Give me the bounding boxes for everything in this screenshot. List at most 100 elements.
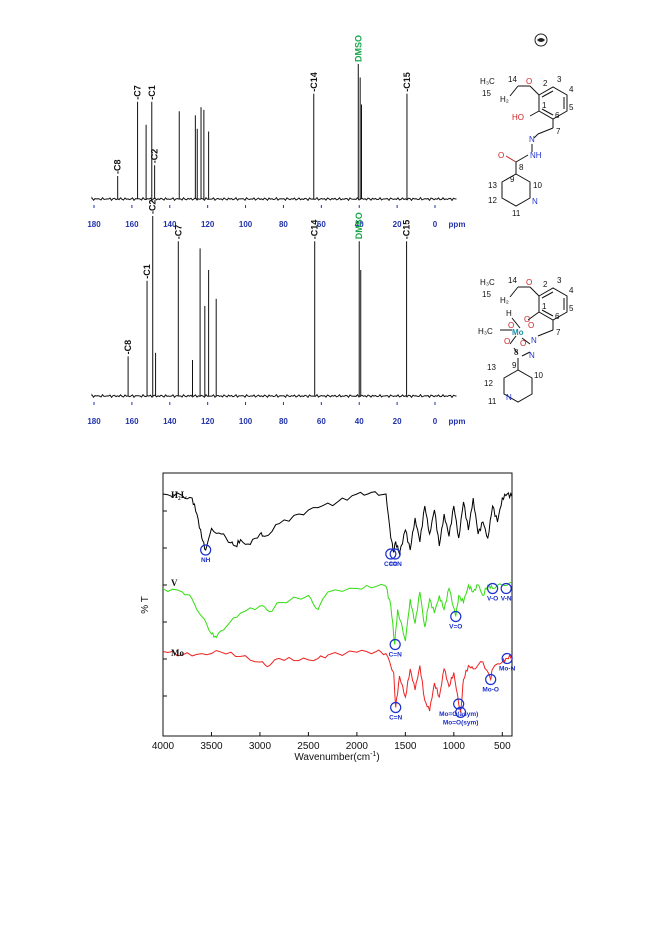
ir-band-label: Mo-N — [499, 666, 516, 673]
ir-band-label: C=N — [389, 652, 402, 659]
nmr-x-tick-label: 160 — [125, 417, 139, 426]
nmr-x-tick-label: 20 — [393, 220, 402, 229]
ir-series-name: H₂L — [171, 490, 187, 500]
nmr-peak-label: -C7 — [173, 225, 183, 240]
ir-x-axis-label: Wavenumber(cm-1) — [294, 751, 379, 763]
struct-cx-h2: H₂ — [500, 296, 509, 305]
nmr-peak-label: -C14 — [309, 72, 319, 92]
nmr-peak-label: -C8 — [113, 160, 123, 175]
struct-cx-c10: 10 — [534, 371, 543, 380]
struct-lig-n2: N — [532, 197, 538, 206]
ir-band-marker — [485, 673, 497, 686]
nmr-x-tick-label: 100 — [239, 220, 253, 229]
struct-cx-o1: O — [526, 278, 532, 287]
struct-lig-c6: 6 — [555, 111, 560, 120]
struct-cx-n3: N — [506, 393, 512, 402]
struct-cx-c1: 1 — [542, 302, 547, 311]
ir-band-marker — [450, 610, 462, 623]
nmr-peak-label: -C15 — [402, 72, 412, 92]
nmr-x-tick-label: 0 — [433, 220, 438, 229]
nmr-peak-label: DMSO — [354, 212, 364, 239]
struct-cx-c5: 5 — [569, 304, 574, 313]
struct-lig-c13: 13 — [488, 181, 497, 190]
struct-lig-ho: HO — [512, 113, 524, 122]
struct-cx-h3c: H₃C — [478, 327, 493, 336]
ir-x-axis-label-end: ) — [376, 752, 379, 763]
nmr-x-tick-label: 120 — [201, 220, 215, 229]
nmr-x-axis-label: ppm — [449, 220, 466, 229]
struct-cx-c4: 4 — [569, 286, 574, 295]
ir-x-tick-label: 1500 — [394, 741, 417, 752]
nmr-x-tick-label: 100 — [239, 417, 253, 426]
ir-x-tick-label: 3500 — [200, 741, 223, 752]
nmr-peak-label: -C14 — [310, 220, 320, 240]
nmr-x-tick-label: 20 — [393, 417, 402, 426]
ir-band-marker — [500, 582, 512, 595]
struct-lig-c15: 15 — [482, 89, 491, 98]
struct-cx-c8: 8 — [514, 348, 519, 357]
nmr-x-axis-label: ppm — [449, 417, 466, 426]
ir-series-line — [162, 581, 513, 645]
ligand-structure: H₃C 14 15 H₂ O 2 3 4 5 6 1 HO 7 N NH O 8… — [480, 75, 574, 218]
struct-cx-c12: 12 — [484, 379, 493, 388]
struct-cx-c6: 6 — [555, 312, 560, 321]
nmr-x-tick-label: 0 — [433, 417, 438, 426]
struct-lig-c9: 9 — [510, 175, 515, 184]
nmr-x-tick-label: 40 — [355, 417, 364, 426]
struct-cx-o6: O — [504, 337, 510, 346]
ir-spectra-chart: 4000 3500 3000 2500 2000 1500 1000 500 NHC=OC=N… — [140, 472, 516, 763]
ir-band-marker — [453, 698, 465, 710]
struct-cx-c15: 15 — [482, 290, 491, 299]
nmr-x-tick-label: 60 — [317, 220, 326, 229]
ir-band-marker — [389, 548, 401, 560]
struct-lig-o2: O — [498, 151, 504, 160]
struct-lig-c8: 8 — [519, 163, 524, 172]
nmr-x-tick-label: 140 — [163, 220, 177, 229]
ir-x-tick-label: 2500 — [297, 741, 320, 752]
nmr-peak-label: -C1 — [147, 85, 157, 100]
nmr-peak-label: -C2 — [150, 149, 160, 164]
struct-cx-c7: 7 — [556, 328, 561, 337]
struct-lig-o: O — [526, 77, 532, 86]
ir-series-line — [162, 649, 513, 713]
nmr-x-tick-label: 40 — [355, 220, 364, 229]
ir-series-name: Mo — [171, 648, 184, 658]
nmr-baseline — [91, 196, 457, 202]
nmr-x-tick-label: 80 — [279, 220, 288, 229]
ir-band-label: Mo=O(sym) — [443, 719, 479, 726]
struct-cx-c13: 13 — [487, 363, 496, 372]
ir-band-label: NH — [201, 557, 211, 564]
ir-band-marker — [389, 638, 401, 651]
struct-lig-c10: 10 — [533, 181, 542, 190]
ir-series-name: V — [171, 578, 178, 588]
ir-band-marker — [455, 706, 467, 719]
ir-y-axis-label: % T — [140, 596, 151, 614]
nmr-ligand-chart: -C8 -C7 -C1 -C2 -C14 DMSO -C15 180 160 140 120 100… — [87, 35, 465, 229]
nmr-x-tick-label: 140 — [163, 417, 177, 426]
nmr-x-tick-label: 180 — [87, 417, 101, 426]
nmr-x-tick-label: 80 — [279, 417, 288, 426]
struct-cx-n2: N — [529, 351, 535, 360]
journal-logo-icon — [534, 33, 548, 47]
ir-x-tick-label: 1000 — [443, 741, 466, 752]
struct-lig-nh: NH — [530, 151, 542, 160]
ir-x-tick-label: 3000 — [249, 741, 272, 752]
struct-lig-c2: 2 — [543, 79, 548, 88]
ir-band-label: V-N — [501, 596, 512, 603]
struct-lig-c14: 14 — [508, 75, 517, 84]
nmr-peak-label: -C1 — [142, 264, 152, 279]
ir-band-label: C=O — [384, 561, 398, 568]
nmr-x-tick-label: 60 — [317, 417, 326, 426]
nmr-peak-label: -C15 — [402, 220, 412, 240]
struct-cx-c9: 9 — [512, 361, 517, 370]
struct-cx-ch3: H₃C — [480, 278, 495, 287]
nmr-peak-label: -C8 — [123, 340, 133, 355]
struct-lig-c4: 4 — [569, 85, 574, 94]
struct-cx-o3: O — [508, 321, 514, 330]
struct-cx-mo: Mo — [512, 328, 524, 337]
ir-series-line — [162, 491, 513, 556]
nmr-baseline — [91, 393, 457, 399]
struct-lig-c12: 12 — [488, 196, 497, 205]
ir-band-label: C=N — [389, 561, 402, 568]
struct-cx-c14: 14 — [508, 276, 517, 285]
